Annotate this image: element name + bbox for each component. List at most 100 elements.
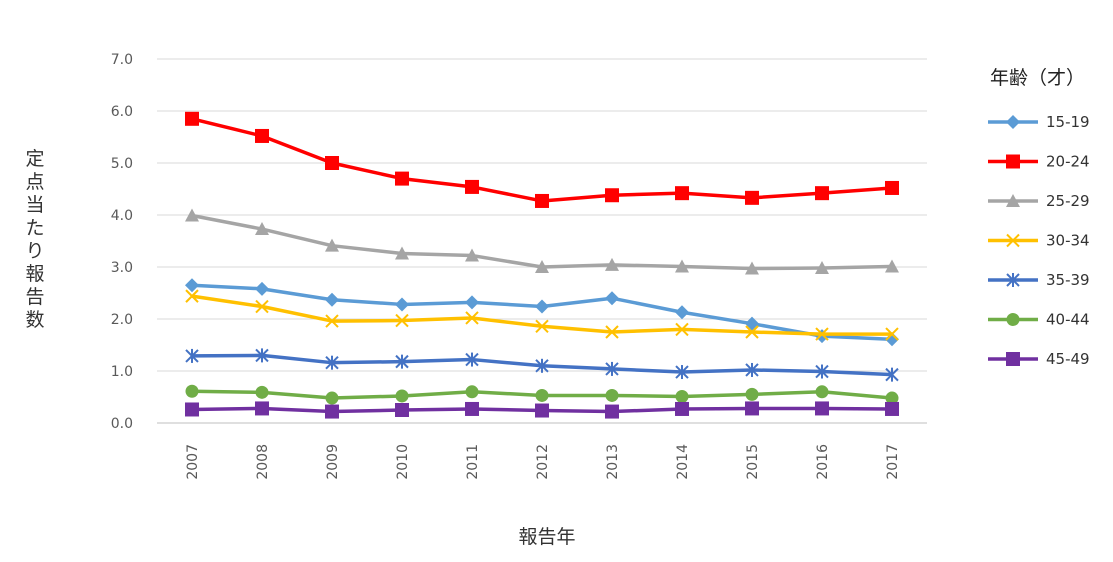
data-point <box>535 403 549 418</box>
data-point <box>535 358 549 373</box>
data-point <box>325 314 339 328</box>
data-point <box>605 257 619 271</box>
series-45-49 <box>185 401 899 419</box>
data-point <box>395 313 409 328</box>
data-point <box>255 385 269 399</box>
data-point <box>325 355 339 370</box>
data-point <box>465 311 479 325</box>
data-point <box>395 389 409 403</box>
data-point <box>745 387 759 401</box>
series-line <box>191 117 893 203</box>
x-tick-label: 2010 <box>395 444 411 480</box>
data-point <box>535 260 549 273</box>
x-tick-label: 2011 <box>465 444 481 480</box>
data-point <box>395 171 409 186</box>
data-point <box>675 365 689 380</box>
data-point <box>745 190 759 205</box>
legend-item: 15-19 <box>988 113 1090 131</box>
data-point <box>325 391 339 405</box>
data-point <box>395 403 409 417</box>
y-tick-label: 1.0 <box>111 364 133 380</box>
legend-item: 40-44 <box>988 311 1090 329</box>
data-point <box>605 388 619 402</box>
x-tick-labels: 2007 2008 2009 2010 2011 2012 2013 2014 2015 2016… <box>185 444 901 480</box>
data-point <box>885 259 899 273</box>
series-35-39 <box>185 348 899 382</box>
legend-marker <box>1006 313 1020 326</box>
data-point <box>745 362 759 377</box>
data-point <box>885 391 899 405</box>
data-point <box>605 361 619 376</box>
data-point <box>675 401 689 416</box>
data-point <box>465 295 479 310</box>
data-point <box>395 246 409 260</box>
series-20-24 <box>185 111 899 208</box>
data-point <box>675 389 689 403</box>
data-point <box>325 404 339 419</box>
x-tick-label: 2007 <box>185 444 201 480</box>
legend-label: 40-44 <box>1046 311 1090 329</box>
x-tick-label: 2013 <box>605 444 621 480</box>
data-point <box>255 222 269 236</box>
series-40-44 <box>185 384 899 405</box>
data-point <box>605 325 619 339</box>
data-point <box>255 281 269 296</box>
legend-marker <box>1006 273 1020 287</box>
y-tick-labels: 0.0 1.0 2.0 3.0 4.0 5.0 6.0 7.0 <box>111 52 133 432</box>
x-tick-label: 2012 <box>535 444 551 480</box>
data-point <box>255 128 269 143</box>
series-lines <box>185 111 899 419</box>
data-point <box>185 111 199 126</box>
data-point <box>255 348 269 363</box>
y-tick-label: 2.0 <box>111 312 133 328</box>
legend: 15-19 20-24 25-29 30-34 35-39 40-44 45-49 <box>988 113 1090 368</box>
data-point <box>535 299 549 314</box>
data-point <box>535 388 549 402</box>
data-point <box>885 401 899 416</box>
data-point <box>885 327 899 341</box>
x-tick-label: 2008 <box>255 444 271 480</box>
legend-item: 25-29 <box>988 192 1090 210</box>
data-point <box>675 186 689 201</box>
legend-label: 35-39 <box>1046 271 1090 289</box>
data-point <box>465 401 479 416</box>
data-point <box>815 186 829 201</box>
data-point <box>185 208 199 222</box>
data-point <box>185 348 199 363</box>
data-point <box>885 367 899 382</box>
legend-item: 45-49 <box>988 350 1090 368</box>
y-tick-label: 6.0 <box>111 104 133 120</box>
legend-label: 45-49 <box>1046 350 1090 368</box>
legend-marker <box>1006 233 1020 248</box>
y-tick-label: 3.0 <box>111 260 133 276</box>
legend-marker <box>1006 194 1020 207</box>
y-tick-label: 7.0 <box>111 52 133 68</box>
legend-marker <box>1006 352 1020 366</box>
data-point <box>395 354 409 369</box>
data-point <box>675 305 689 320</box>
data-point <box>325 238 339 252</box>
data-point <box>745 401 759 416</box>
gridlines <box>157 58 927 424</box>
legend-marker <box>1006 154 1020 169</box>
data-point <box>395 297 409 312</box>
series-30-34 <box>185 289 899 341</box>
data-point <box>745 261 759 275</box>
data-point <box>815 261 829 275</box>
data-point <box>465 248 479 262</box>
data-point <box>185 289 199 303</box>
data-point <box>255 299 269 314</box>
data-point <box>255 401 269 416</box>
data-point <box>465 385 479 399</box>
legend-title: 年齢（才） <box>990 67 1085 89</box>
data-point <box>815 364 829 379</box>
data-point <box>605 291 619 306</box>
data-point <box>465 179 479 194</box>
data-point <box>605 404 619 419</box>
data-point <box>185 402 199 417</box>
data-point <box>535 193 549 208</box>
data-point <box>815 385 829 399</box>
legend-item: 35-39 <box>988 271 1090 289</box>
x-axis-title: 報告年 <box>518 526 575 548</box>
